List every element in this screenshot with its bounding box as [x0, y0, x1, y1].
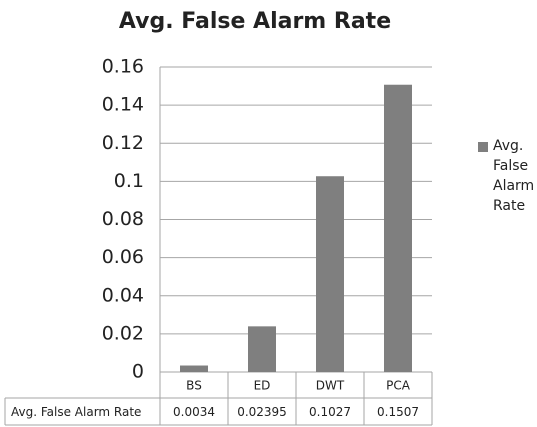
table-value: 0.1507: [377, 405, 419, 419]
table-value: 0.02395: [237, 405, 287, 419]
y-tick-label: 0.12: [102, 132, 144, 154]
table-value: 0.0034: [173, 405, 215, 419]
x-tick-label: PCA: [386, 379, 411, 393]
y-tick-label: 0.16: [102, 56, 144, 78]
y-tick-label: 0.14: [102, 94, 144, 116]
x-tick-label: BS: [186, 379, 202, 393]
x-tick-label: ED: [254, 379, 271, 393]
legend-label: Avg. False Alarm Rate: [493, 138, 535, 214]
y-tick-label: 0.1: [114, 170, 144, 192]
x-tick-label: DWT: [316, 379, 345, 393]
table-value: 0.1027: [309, 405, 351, 419]
y-tick-label: 0.04: [102, 284, 144, 306]
y-tick-label: 0.06: [102, 246, 144, 268]
y-tick-label: 0: [132, 361, 144, 383]
y-tick-label: 0.08: [102, 208, 144, 230]
bar: [180, 365, 208, 372]
bar: [384, 84, 412, 373]
chart-title: Avg. False Alarm Rate: [119, 9, 391, 34]
y-tick-label: 0.02: [102, 322, 144, 344]
legend-swatch: [478, 142, 488, 152]
table-row-header: Avg. False Alarm Rate: [11, 405, 141, 419]
bar: [248, 326, 276, 372]
bar: [316, 176, 344, 372]
